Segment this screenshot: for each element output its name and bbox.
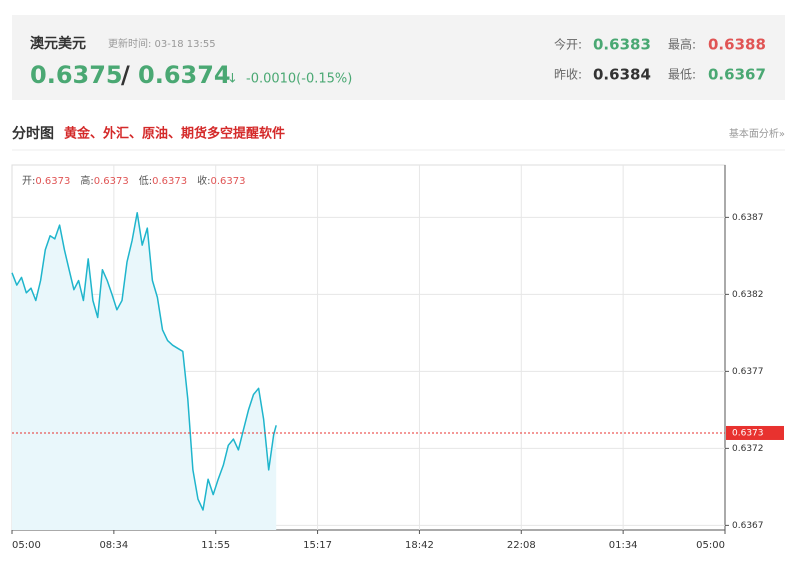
stat-label: 昨收: [554, 68, 582, 82]
y-tick-label: 0.6382 [732, 290, 764, 300]
price-line [11, 211, 277, 511]
y-tick-label: 0.6377 [732, 367, 764, 377]
x-tick-label: 22:08 [507, 540, 536, 551]
x-tick-label: 05:00 [696, 540, 725, 551]
ohlc-value: 0.6373 [152, 176, 187, 187]
x-tick-label: 05:00 [12, 540, 41, 551]
promo-link[interactable]: 黄金、外汇、原油、期货多空提醒软件 [64, 126, 285, 142]
stat-label: 最低: [668, 68, 696, 82]
current-price-tag [726, 425, 784, 440]
y-tick-label: 0.6367 [732, 521, 764, 531]
ohlc-value: 0.6373 [35, 176, 70, 187]
ohlc-value: 0.6373 [94, 176, 129, 187]
x-tick-label: 11:55 [201, 540, 230, 551]
stat-label: 今开: [554, 37, 582, 52]
pair-name: 澳元美元 [30, 35, 86, 52]
x-tick-label: 01:34 [609, 540, 638, 551]
ohlc-value: 0.6373 [211, 176, 246, 187]
stat-value: 0.6367 [708, 66, 766, 84]
stat-value: 0.6388 [708, 36, 766, 54]
x-tick-label: 18:42 [405, 540, 434, 551]
analysis-link[interactable]: 基本面分析» [729, 127, 785, 140]
area [12, 212, 277, 530]
ohlc-label: 收: [197, 174, 210, 187]
x-tick-label: 15:17 [303, 540, 332, 551]
y-tick-label: 0.6372 [732, 444, 764, 454]
stat-label: 最高: [668, 37, 696, 52]
stat-value: 0.6383 [593, 36, 651, 54]
ohlc-label: 开: [22, 176, 35, 187]
change: -0.0010(-0.15%) [246, 72, 352, 87]
current-price-label: 0.6373 [732, 428, 764, 438]
ohlc-label: 低: [139, 174, 152, 187]
x-tick-label: 08:34 [99, 540, 128, 551]
y-tick-label: 0.6387 [732, 213, 764, 223]
quote-panel [12, 15, 785, 100]
section-title: 分时图 [12, 125, 54, 142]
separator: / [121, 61, 130, 89]
bid: 0.6375 [30, 61, 123, 89]
arrow: ↓ [227, 72, 238, 87]
ohlc-label: 高: [80, 174, 93, 187]
ask: 0.6374 [138, 61, 231, 89]
stat-value: 0.6384 [593, 66, 651, 84]
update-time: 更新时间: 03-18 13:55 [108, 37, 216, 50]
